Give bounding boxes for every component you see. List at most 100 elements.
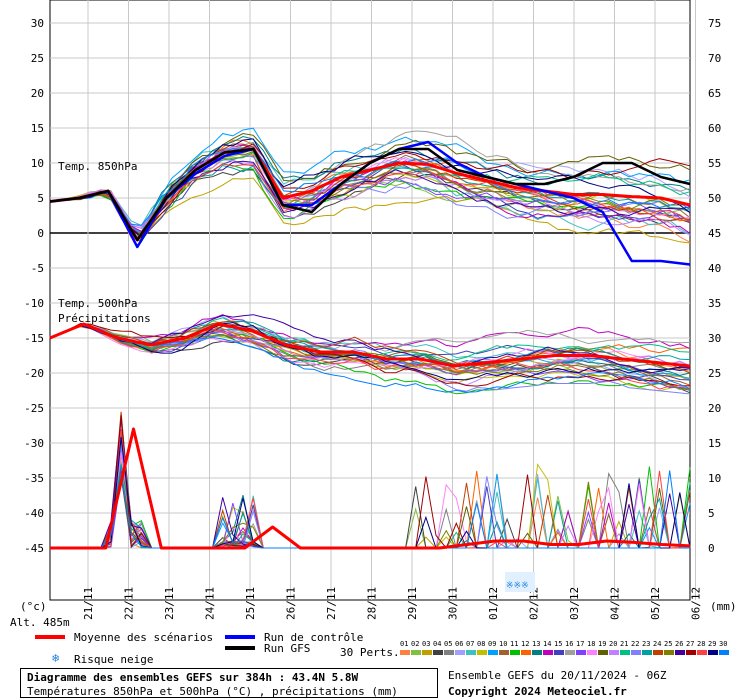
right-tick-label: 55 — [708, 157, 721, 170]
right-tick-label: 75 — [708, 17, 721, 30]
left-tick-label: -20 — [24, 367, 44, 380]
date-tick-label: 25/11 — [244, 587, 257, 620]
pert-swatch — [653, 650, 663, 655]
left-tick-label: 5 — [37, 192, 44, 205]
footer-run: Ensemble GEFS du 20/11/2024 - 06Z — [448, 669, 667, 682]
pert-number: 02 — [411, 640, 419, 648]
date-tick-label: 05/12 — [649, 587, 662, 620]
date-tick-label: 24/11 — [204, 587, 217, 620]
pert-swatch — [532, 650, 542, 655]
pert-number: 22 — [631, 640, 639, 648]
pert-number: 16 — [565, 640, 573, 648]
left-tick-label: -30 — [24, 437, 44, 450]
right-tick-label: 50 — [708, 192, 721, 205]
pert-number: 05 — [444, 640, 452, 648]
left-tick-label: 10 — [31, 157, 44, 170]
left-tick-label: -40 — [24, 507, 44, 520]
pert-number: 14 — [543, 640, 551, 648]
pert-number: 11 — [510, 640, 518, 648]
pert-t500-line — [49, 325, 691, 391]
pert-t500-line — [49, 322, 691, 387]
pert-number: 28 — [697, 640, 705, 648]
series-precip-0 — [50, 427, 691, 550]
pert-swatch — [477, 650, 487, 655]
pert-number: 25 — [664, 640, 672, 648]
pert-swatch — [466, 650, 476, 655]
date-tick-label: 02/12 — [528, 587, 541, 620]
info-right: Ensemble GEFS du 20/11/2024 - 06Z Copyri… — [448, 668, 738, 700]
right-tick-label: 65 — [708, 87, 721, 100]
left-axis: 30 25 20 15 10 5 0 -5 -10 -15 -20 -25 -30 -35 -40 -45 — [24, 17, 44, 555]
right-tick-label: 30 — [708, 332, 721, 345]
left-unit-label: (°c) — [20, 600, 47, 613]
series-t500-0 — [49, 322, 691, 368]
plot-area — [49, 0, 691, 601]
pert-swatch — [719, 650, 729, 655]
left-tick-label: 30 — [31, 17, 44, 30]
grid — [50, 0, 696, 600]
date-tick-label: 23/11 — [163, 587, 176, 620]
right-tick-label: 35 — [708, 297, 721, 310]
legend-control: Run de contrôle — [264, 631, 363, 644]
right-tick-label: 0 — [708, 542, 715, 555]
pert-swatch — [422, 650, 432, 655]
pert-swatch — [488, 650, 498, 655]
date-tick-label: 30/11 — [447, 587, 460, 620]
pert-swatch — [620, 650, 630, 655]
label-t500: Temp. 500hPa — [58, 297, 137, 310]
pert-t850-line — [49, 177, 691, 244]
right-unit-label: (mm) — [710, 600, 737, 613]
pert-number: 15 — [554, 640, 562, 648]
pert-number: 17 — [576, 640, 584, 648]
legend: Moyenne des scénarios Run de contrôle Ru… — [35, 631, 729, 666]
snow-marker: ※※※ — [505, 572, 535, 592]
pert-t500-line — [49, 324, 691, 373]
pert-swatch — [675, 650, 685, 655]
footer-title: Diagramme des ensembles GEFS sur 384h : … — [27, 671, 359, 684]
pert-number: 08 — [477, 640, 485, 648]
legend-mean: Moyenne des scénarios — [74, 631, 213, 644]
pert-swatch — [499, 650, 509, 655]
pert-swatch — [664, 650, 674, 655]
right-tick-label: 20 — [708, 402, 721, 415]
pert-swatch — [631, 650, 641, 655]
pert-swatch — [455, 650, 465, 655]
left-tick-label: -10 — [24, 297, 44, 310]
right-tick-label: 15 — [708, 437, 721, 450]
pert-swatch — [444, 650, 454, 655]
label-t850: Temp. 850hPa — [58, 160, 137, 173]
right-tick-label: 25 — [708, 367, 721, 380]
pert-swatch — [554, 650, 564, 655]
left-tick-label: -15 — [24, 332, 44, 345]
pert-number: 01 — [400, 640, 408, 648]
pert-number: 29 — [708, 640, 716, 648]
pert-t500-line — [49, 322, 691, 381]
pert-t500-line — [49, 324, 691, 395]
pert-swatch — [598, 650, 608, 655]
pert-swatch — [400, 650, 410, 655]
pert-t500-line — [49, 314, 691, 374]
pert-swatch — [521, 650, 531, 655]
date-tick-label: 29/11 — [406, 587, 419, 620]
date-tick-label: 03/12 — [568, 587, 581, 620]
pert-swatch — [697, 650, 707, 655]
pert-number: 10 — [499, 640, 507, 648]
pert-number: 20 — [609, 640, 617, 648]
pert-t500-line — [49, 324, 691, 381]
left-tick-label: -25 — [24, 402, 44, 415]
legend-snow: Risque neige — [74, 653, 153, 666]
footer-copyright: Copyright 2024 Meteociel.fr — [448, 685, 627, 698]
label-precip: Précipitations — [58, 312, 151, 325]
date-tick-label: 28/11 — [366, 587, 379, 620]
right-tick-label: 70 — [708, 52, 721, 65]
date-tick-label: 26/11 — [285, 587, 298, 620]
date-tick-label: 21/11 — [82, 587, 95, 620]
pert-number: 26 — [675, 640, 683, 648]
left-tick-label: 20 — [31, 87, 44, 100]
pert-swatch — [411, 650, 421, 655]
left-tick-label: -5 — [31, 262, 44, 275]
pert-swatch — [587, 650, 597, 655]
pert-number: 18 — [587, 640, 595, 648]
pert-t500-line — [49, 320, 691, 374]
